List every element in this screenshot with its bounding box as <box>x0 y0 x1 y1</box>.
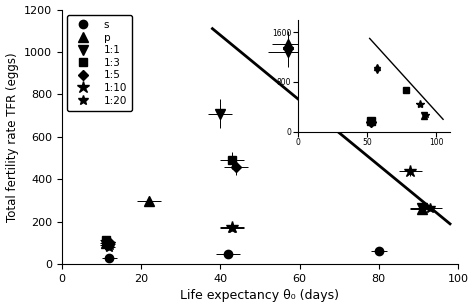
Y-axis label: Total fertility rate TFR (eggs): Total fertility rate TFR (eggs) <box>6 52 18 222</box>
Legend: s, p, 1:1, 1:3, 1:5, 1:10, 1:20: s, p, 1:1, 1:3, 1:5, 1:10, 1:20 <box>67 15 132 111</box>
X-axis label: Life expectancy θ₀ (days): Life expectancy θ₀ (days) <box>181 290 339 302</box>
